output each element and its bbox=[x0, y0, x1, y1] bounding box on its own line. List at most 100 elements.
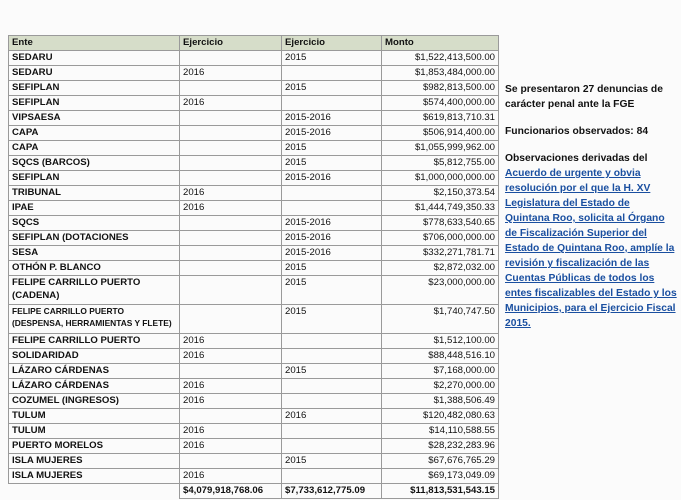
ejercicio-1-cell bbox=[179, 363, 282, 379]
table-row: SEFIPLAN 2015-2016 $1,000,000,000.00 bbox=[8, 170, 499, 186]
ente-cell: TULUM bbox=[8, 423, 180, 439]
ejercicio-1-cell: 2016 bbox=[179, 333, 282, 349]
ejercicio-1-cell: 2016 bbox=[179, 468, 282, 484]
denuncias-note: Se presentaron 27 denuncias de carácter … bbox=[505, 84, 663, 110]
ente-cell: SESA bbox=[8, 245, 180, 261]
ejercicio-2-cell bbox=[281, 333, 382, 349]
ejercicio-2-cell: 2015-2016 bbox=[281, 245, 382, 261]
ejercicio-2-cell bbox=[281, 438, 382, 454]
header-ejercicio-1: Ejercicio bbox=[179, 35, 282, 51]
ejercicio-1-cell bbox=[179, 110, 282, 126]
ente-cell: PUERTO MORELOS bbox=[8, 438, 180, 454]
ejercicio-1-cell: 2016 bbox=[179, 393, 282, 409]
table-row: SOLIDARIDAD 2016 $88,448,516.10 bbox=[8, 348, 499, 364]
ejercicio-2-cell bbox=[281, 423, 382, 439]
ejercicio-2-cell: 2015 bbox=[281, 80, 382, 96]
ente-cell: COZUMEL (INGRESOS) bbox=[8, 393, 180, 409]
table-row: OTHÓN P. BLANCO 2015 $2,872,032.00 bbox=[8, 260, 499, 276]
montos-table: Ente Ejercicio Ejercicio Monto SEDARU 201… bbox=[8, 35, 499, 499]
ejercicio-1-cell bbox=[179, 408, 282, 424]
monto-cell: $332,271,781.71 bbox=[381, 245, 499, 261]
ejercicio-2-cell bbox=[281, 393, 382, 409]
table-header-row: Ente Ejercicio Ejercicio Monto bbox=[8, 35, 499, 51]
ente-cell: OTHÓN P. BLANCO bbox=[8, 260, 180, 276]
ejercicio-2-cell: 2015-2016 bbox=[281, 215, 382, 231]
ejercicio-1-cell: 2016 bbox=[179, 348, 282, 364]
side-notes: Se presentaron 27 denuncias de carácter … bbox=[505, 82, 677, 343]
acuerdo-link[interactable]: Acuerdo de urgente y obvia resolución po… bbox=[505, 168, 677, 329]
ejercicio-1-cell bbox=[179, 155, 282, 171]
ente-cell: SEDARU bbox=[8, 50, 180, 66]
observaciones-note: Observaciones derivadas del Acuerdo de u… bbox=[505, 151, 677, 331]
ejercicio-2-cell: 2015 bbox=[281, 140, 382, 156]
ente-cell: TRIBUNAL bbox=[8, 185, 180, 201]
ejercicio-2-cell bbox=[281, 95, 382, 111]
ejercicio-1-cell bbox=[179, 140, 282, 156]
monto-cell: $1,522,413,500.00 bbox=[381, 50, 499, 66]
table-row: SEFIPLAN (DOTACIONES 2015-2016 $706,000,00… bbox=[8, 230, 499, 246]
ejercicio-2-cell: 2015 bbox=[281, 50, 382, 66]
funcionarios-note: Funcionarios observados: 84 bbox=[505, 126, 649, 137]
ejercicio-2-cell: 2016 bbox=[281, 408, 382, 424]
table-row: SQCS (BARCOS) 2015 $5,812,755.00 bbox=[8, 155, 499, 171]
table-row: CAPA 2015-2016 $506,914,400.00 bbox=[8, 125, 499, 141]
totals-row: $4,079,918,768.06 $7,733,612,775.09 $11,81… bbox=[8, 483, 499, 499]
ente-cell: SEFIPLAN (DOTACIONES bbox=[8, 230, 180, 246]
monto-cell: $69,173,049.09 bbox=[381, 468, 499, 484]
ejercicio-1-cell bbox=[179, 125, 282, 141]
ejercicio-2-cell: 2015-2016 bbox=[281, 110, 382, 126]
ejercicio-1-cell: 2016 bbox=[179, 378, 282, 394]
ejercicio-2-cell: 2015 bbox=[281, 260, 382, 276]
monto-cell: $574,400,000.00 bbox=[381, 95, 499, 111]
table-row: FELIPE CARRILLO PUERTO 2016 $1,512,100.00 bbox=[8, 333, 499, 349]
monto-cell: $506,914,400.00 bbox=[381, 125, 499, 141]
monto-cell: $2,150,373.54 bbox=[381, 185, 499, 201]
ejercicio-1-cell: 2016 bbox=[179, 95, 282, 111]
header-ente: Ente bbox=[8, 35, 180, 51]
table-row: PUERTO MORELOS 2016 $28,232,283.96 bbox=[8, 438, 499, 454]
ente-cell: FELIPE CARRILLO PUERTO (CADENA) bbox=[8, 275, 180, 305]
ejercicio-2-cell: 2015-2016 bbox=[281, 230, 382, 246]
ente-cell: FELIPE CARRILLO PUERTO bbox=[8, 333, 180, 349]
monto-cell: $28,232,283.96 bbox=[381, 438, 499, 454]
ente-cell: VIPSAESA bbox=[8, 110, 180, 126]
table-row: SEDARU 2015 $1,522,413,500.00 bbox=[8, 50, 499, 66]
ejercicio-1-cell bbox=[179, 453, 282, 469]
ente-cell: CAPA bbox=[8, 140, 180, 156]
ejercicio-1-cell: 2016 bbox=[179, 65, 282, 81]
ejercicio-2-cell: 2015-2016 bbox=[281, 170, 382, 186]
ente-cell: LÁZARO CÁRDENAS bbox=[8, 363, 180, 379]
ejercicio-2-cell bbox=[281, 200, 382, 216]
observaciones-intro: Observaciones derivadas del bbox=[505, 153, 648, 164]
monto-cell: $23,000,000.00 bbox=[381, 275, 499, 305]
ejercicio-1-cell: 2016 bbox=[179, 438, 282, 454]
totals-blank-cell bbox=[8, 483, 180, 499]
ejercicio-1-cell bbox=[179, 245, 282, 261]
ejercicio-1-cell bbox=[179, 170, 282, 186]
ente-cell: FELIPE CARRILLO PUERTO (DESPENSA, HERRAM… bbox=[8, 304, 180, 334]
ente-cell: IPAE bbox=[8, 200, 180, 216]
table-row: TULUM 2016 $120,482,080.63 bbox=[8, 408, 499, 424]
table-row: COZUMEL (INGRESOS) 2016 $1,388,506.49 bbox=[8, 393, 499, 409]
ejercicio-2-cell: 2015 bbox=[281, 275, 382, 305]
monto-cell: $1,388,506.49 bbox=[381, 393, 499, 409]
table-row: LÁZARO CÁRDENAS 2015 $7,168,000.00 bbox=[8, 363, 499, 379]
total-monto: $11,813,531,543.15 bbox=[381, 483, 499, 499]
table-row: SEDARU 2016 $1,853,484,000.00 bbox=[8, 65, 499, 81]
monto-cell: $1,512,100.00 bbox=[381, 333, 499, 349]
monto-cell: $1,853,484,000.00 bbox=[381, 65, 499, 81]
table-row: TRIBUNAL 2016 $2,150,373.54 bbox=[8, 185, 499, 201]
ejercicio-2-cell bbox=[281, 65, 382, 81]
table-row: VIPSAESA 2015-2016 $619,813,710.31 bbox=[8, 110, 499, 126]
total-ejercicio-2: $7,733,612,775.09 bbox=[281, 483, 382, 499]
table-row: SESA 2015-2016 $332,271,781.71 bbox=[8, 245, 499, 261]
ejercicio-1-cell bbox=[179, 304, 282, 334]
ejercicio-2-cell bbox=[281, 468, 382, 484]
ejercicio-2-cell bbox=[281, 348, 382, 364]
ente-cell: ISLA MUJERES bbox=[8, 453, 180, 469]
table-row: TULUM 2016 $14,110,588.55 bbox=[8, 423, 499, 439]
monto-cell: $706,000,000.00 bbox=[381, 230, 499, 246]
table-row: ISLA MUJERES 2016 $69,173,049.09 bbox=[8, 468, 499, 484]
ente-cell: LÁZARO CÁRDENAS bbox=[8, 378, 180, 394]
monto-cell: $5,812,755.00 bbox=[381, 155, 499, 171]
